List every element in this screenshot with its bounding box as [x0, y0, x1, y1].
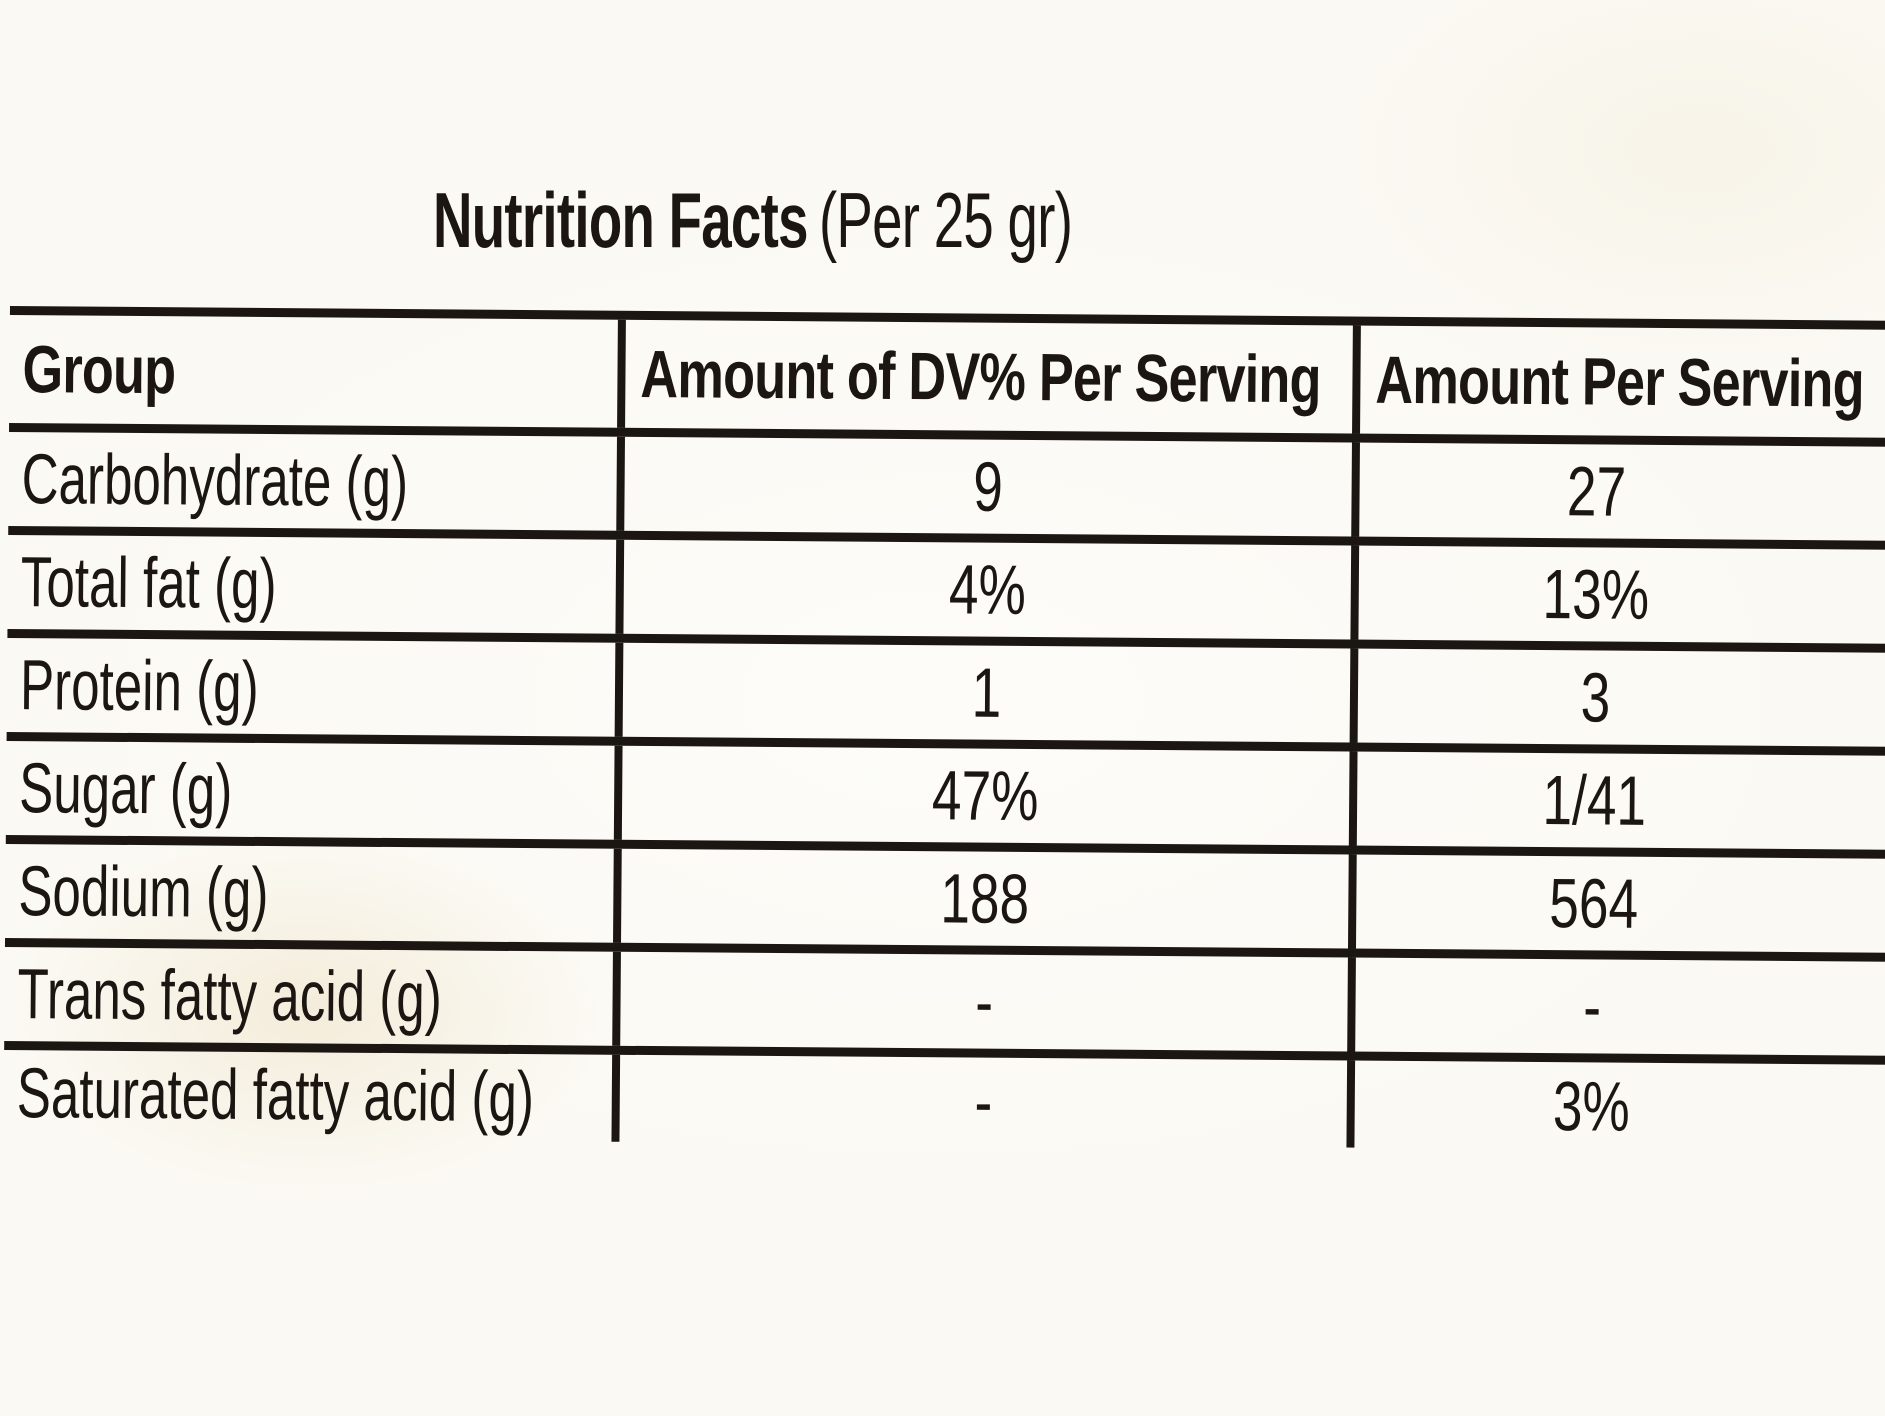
row-label-cell: Saturated fatty acid (g)	[3, 1050, 612, 1142]
row-label: Trans fatty acid (g)	[17, 954, 443, 1037]
header-dv-label: Amount of DV% Per Serving	[640, 336, 1322, 417]
header-dv-cell: Amount of DV% Per Serving	[617, 319, 1353, 434]
amount-value-cell: 3	[1349, 648, 1885, 748]
dv-value: 9	[973, 447, 1004, 526]
amount-value: 1/41	[1542, 761, 1647, 840]
row-label: Protein (g)	[19, 645, 259, 727]
row-label-cell: Protein (g)	[7, 638, 616, 737]
page-title-main: Nutrition Facts	[433, 176, 808, 264]
amount-value: 13%	[1542, 555, 1650, 634]
header-amount-label: Amount Per Serving	[1375, 342, 1865, 422]
dv-value-cell: 188	[613, 848, 1349, 949]
table-row-sodium: Sodium (g) 188 564	[5, 834, 1885, 954]
row-label-cell: Trans fatty acid (g)	[4, 947, 613, 1046]
table-row-total-fat: Total fat (g) 4% 13%	[7, 525, 1885, 645]
dv-value-cell: 47%	[613, 745, 1350, 846]
row-label: Sodium (g)	[18, 851, 269, 933]
row-label: Total fat (g)	[20, 542, 277, 624]
dv-value-cell: 1	[614, 642, 1351, 743]
amount-value-cell: -	[1347, 957, 1885, 1057]
page-title: Nutrition Facts (Per 25 gr)	[433, 181, 1073, 259]
row-label-cell: Total fat (g)	[7, 535, 616, 634]
dv-value: 1	[971, 653, 1002, 732]
row-label-cell: Sugar (g)	[6, 741, 615, 840]
header-group-cell: Group	[9, 315, 618, 428]
dv-value-cell: 4%	[615, 539, 1352, 640]
table-row-carbohydrate: Carbohydrate (g) 9 27	[8, 422, 1885, 542]
header-amount-cell: Amount Per Serving	[1352, 325, 1885, 439]
nutrition-facts-table: Group Amount of DV% Per Serving Amount P…	[3, 306, 1885, 1153]
amount-value-cell: 1/41	[1348, 751, 1885, 851]
page-title-serving-size: (Per 25 gr)	[818, 176, 1073, 264]
row-label-cell: Sodium (g)	[5, 844, 614, 943]
amount-value: -	[1583, 967, 1602, 1046]
dv-value-cell: -	[611, 1054, 1348, 1148]
amount-value: 564	[1548, 864, 1639, 943]
row-label: Sugar (g)	[18, 748, 233, 830]
table-row-protein: Protein (g) 1 3	[6, 628, 1885, 748]
dv-value: 47%	[932, 756, 1040, 836]
dv-value: -	[974, 1062, 993, 1141]
table-row-sugar: Sugar (g) 47% 1/41	[5, 731, 1885, 851]
dv-value: 188	[940, 859, 1030, 939]
table-header-row: Group Amount of DV% Per Serving Amount P…	[9, 306, 1885, 439]
amount-value-cell: 564	[1347, 854, 1885, 954]
row-label: Carbohydrate (g)	[21, 439, 409, 522]
amount-value-cell: 27	[1351, 442, 1885, 542]
table-row-trans-fatty-acid: Trans fatty acid (g) - -	[4, 937, 1885, 1057]
dv-value: 4%	[948, 550, 1027, 629]
amount-value-cell: 13%	[1350, 545, 1885, 645]
amount-value-cell: 3%	[1346, 1060, 1885, 1153]
amount-value: 3	[1579, 658, 1611, 737]
row-label-cell: Carbohydrate (g)	[8, 432, 617, 531]
dv-value: -	[974, 962, 994, 1041]
table-row-saturated-fatty-acid: Saturated fatty acid (g) - 3%	[3, 1040, 1885, 1153]
dv-value-cell: 9	[616, 436, 1352, 537]
dv-value-cell: -	[612, 951, 1348, 1052]
row-label: Saturated fatty acid (g)	[16, 1054, 535, 1138]
amount-value: 27	[1566, 452, 1627, 531]
amount-value: 3%	[1553, 1066, 1631, 1146]
header-group-label: Group	[22, 331, 176, 408]
